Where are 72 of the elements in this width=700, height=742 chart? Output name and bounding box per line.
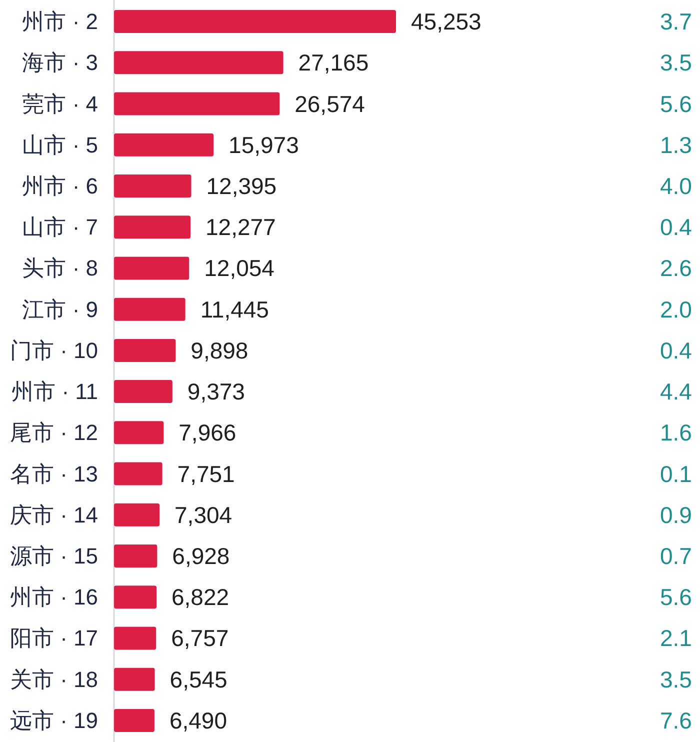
bar xyxy=(114,174,192,198)
y-tick-label: 名市 · 13 xyxy=(10,461,98,486)
y2-tick-label: 5.6 xyxy=(660,584,692,610)
data-label: 6,928 xyxy=(172,543,230,569)
y-tick-label: 头市 · 8 xyxy=(22,256,98,281)
bar xyxy=(114,544,158,568)
y2-tick-label: 0.7 xyxy=(660,543,692,569)
data-label: 6,545 xyxy=(170,666,228,692)
data-label: 12,277 xyxy=(206,214,276,240)
y-tick-label: 州市 · 2 xyxy=(22,9,98,34)
bar xyxy=(114,298,186,321)
data-label: 15,973 xyxy=(228,132,299,158)
y2-tick-label: 7.6 xyxy=(660,707,692,734)
bar xyxy=(114,92,280,116)
data-label: 6,757 xyxy=(171,625,229,652)
bar xyxy=(114,10,396,34)
data-label: 9,373 xyxy=(187,378,245,405)
bar xyxy=(114,462,162,486)
bar xyxy=(114,380,172,404)
bar xyxy=(114,503,160,526)
data-label: 45,253 xyxy=(411,8,482,35)
y2-tick-label: 4.0 xyxy=(660,173,692,199)
y-tick-label: 远市 · 19 xyxy=(10,708,98,733)
y2-tick-label: 0.4 xyxy=(660,337,692,364)
data-label: 6,822 xyxy=(172,584,230,610)
bar xyxy=(114,133,214,156)
y2-tick-label: 3.5 xyxy=(660,50,692,76)
y-tick-label: 尾市 · 12 xyxy=(10,420,98,446)
data-label: 7,966 xyxy=(178,420,236,446)
y2-tick-label: 3.5 xyxy=(660,666,692,692)
y-tick-label: 江市 · 9 xyxy=(22,296,98,322)
bar xyxy=(114,586,157,609)
data-label: 26,574 xyxy=(294,90,366,117)
bar xyxy=(114,626,156,650)
bar xyxy=(114,216,191,239)
y-tick-label: 莞市 · 4 xyxy=(22,91,98,116)
y2-tick-label: 5.6 xyxy=(660,90,692,117)
y2-tick-label: 1.3 xyxy=(660,132,692,158)
bar xyxy=(114,256,190,280)
y2-tick-label: 1.6 xyxy=(660,420,692,446)
y-tick-label: 山市 · 7 xyxy=(22,214,98,240)
y2-tick-label: 4.4 xyxy=(660,378,692,405)
y2-tick-label: 3.7 xyxy=(660,8,692,35)
y-tick-label: 州市 · 6 xyxy=(22,174,98,198)
y2-tick-label: 0.4 xyxy=(660,214,692,240)
y-tick-label: 源市 · 15 xyxy=(10,544,98,568)
bar xyxy=(114,421,164,444)
data-label: 7,304 xyxy=(174,502,232,528)
y-tick-label: 海市 · 3 xyxy=(22,50,98,76)
y-tick-label: 山市 · 5 xyxy=(22,132,98,158)
y-tick-label: 州市 · 16 xyxy=(10,584,98,610)
data-label: 9,898 xyxy=(190,337,248,364)
y-tick-label: 门市 · 10 xyxy=(10,338,98,363)
data-label: 12,395 xyxy=(206,173,277,199)
y2-tick-label: 2.0 xyxy=(660,296,692,322)
y-tick-label: 关市 · 18 xyxy=(10,666,98,692)
data-label: 6,490 xyxy=(169,707,228,734)
data-label: 27,165 xyxy=(298,50,369,76)
y-tick-label: 阳市 · 17 xyxy=(10,626,98,651)
data-label: 12,054 xyxy=(204,255,275,282)
bar xyxy=(114,338,176,362)
y-tick-label: 庆市 · 14 xyxy=(10,502,98,528)
bar xyxy=(114,51,284,74)
bar xyxy=(114,668,155,691)
y2-tick-label: 2.6 xyxy=(660,255,692,282)
y2-tick-label: 0.1 xyxy=(660,460,692,487)
data-label: 7,751 xyxy=(177,460,235,487)
y-tick-label: 州市 · 11 xyxy=(12,379,98,404)
bar xyxy=(114,708,154,732)
y2-tick-label: 2.1 xyxy=(660,625,692,652)
data-label: 11,445 xyxy=(200,296,269,322)
y2-tick-label: 0.9 xyxy=(660,502,692,528)
